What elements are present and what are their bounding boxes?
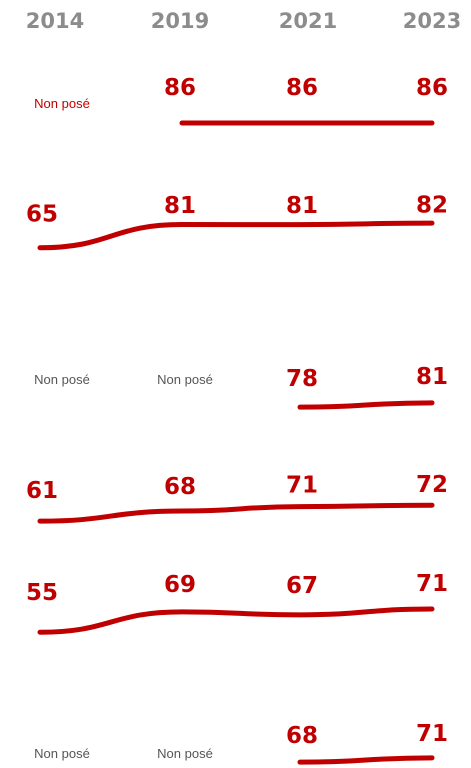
x-tick-label-2019: 2019 [151,9,209,33]
series-line [37,502,435,524]
series-line [37,606,435,635]
series-rows: Non posé 86 86 86 65 81 81 82 Non posé Non posé 78… [26,75,448,765]
data-label: 82 [416,192,448,218]
data-label: 81 [164,193,196,219]
x-tick-label-2014: 2014 [26,9,84,33]
data-label: 72 [416,472,448,498]
missing-label: Non posé [157,372,213,387]
series-line [297,400,435,410]
data-label: 86 [416,75,448,101]
data-label: 71 [416,721,448,747]
series-line [297,755,435,765]
series-line [37,220,435,251]
series-6: Non posé Non posé 68 71 [34,721,448,765]
series-2: 65 81 81 82 [26,192,448,251]
data-label: 68 [164,474,196,500]
data-label: 55 [26,580,58,606]
data-label: 61 [26,478,58,504]
x-tick-label-2023: 2023 [403,9,461,33]
x-axis: 2014 2019 2021 2023 [26,9,461,33]
data-label: 86 [286,75,318,101]
data-label: 67 [286,573,318,599]
data-label: 65 [26,202,58,228]
x-tick-label-2021: 2021 [279,9,337,33]
missing-label: Non posé [157,746,213,761]
series-4: 61 68 71 72 [26,472,448,524]
data-label: 71 [416,571,448,597]
data-label: 81 [286,193,318,219]
series-1: Non posé 86 86 86 [34,75,448,126]
data-label: 86 [164,75,196,101]
missing-label: Non posé [34,96,90,111]
missing-label: Non posé [34,372,90,387]
data-label: 71 [286,472,318,498]
data-label: 69 [164,572,196,598]
series-5: 55 69 67 71 [26,571,448,635]
data-label: 81 [416,364,448,390]
missing-label: Non posé [34,746,90,761]
data-label: 68 [286,723,318,749]
data-label: 78 [286,366,318,392]
series-3: Non posé Non posé 78 81 [34,364,448,410]
